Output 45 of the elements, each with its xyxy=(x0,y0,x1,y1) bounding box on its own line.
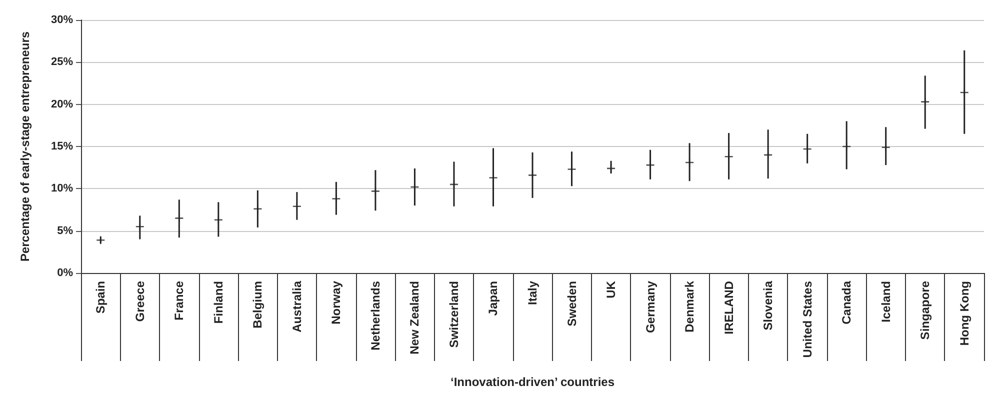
y-tick-label: 15% xyxy=(50,140,74,152)
x-tick-label: Australia xyxy=(290,280,304,332)
x-tick-label: Japan xyxy=(486,281,500,316)
y-tick-label: 20% xyxy=(50,98,74,110)
x-tick-label: Norway xyxy=(329,280,344,324)
x-tick-label: United States xyxy=(800,280,814,358)
x-tick-label: Spain xyxy=(94,281,108,314)
x-tick-label: Sweden xyxy=(564,281,579,326)
point xyxy=(214,216,222,224)
point xyxy=(371,187,380,196)
y-tick-label: 30% xyxy=(50,14,74,26)
x-tick-label: Switzerland xyxy=(446,281,461,348)
x-tick-label: Hong Kong xyxy=(957,281,972,346)
point xyxy=(292,202,301,210)
y-tick-label: 10% xyxy=(50,182,74,195)
point xyxy=(410,182,419,191)
x-tick-label: Slovenia xyxy=(761,280,776,330)
x-tick-label: Belgium xyxy=(250,281,265,328)
x-tick-label: Greece xyxy=(132,280,147,322)
x-tick-label: Finland xyxy=(211,281,226,324)
point xyxy=(724,152,733,161)
x-tick-label: UK xyxy=(604,280,618,298)
point xyxy=(332,194,340,203)
point xyxy=(175,214,184,222)
point xyxy=(96,236,105,244)
x-tick-label: Iceland xyxy=(878,281,893,322)
point xyxy=(646,161,654,170)
x-tick-label: Canada xyxy=(840,280,854,324)
x-tick-label: France xyxy=(172,280,186,320)
x-tick-label: Germany xyxy=(643,280,658,334)
point xyxy=(528,171,536,180)
y-tick-label: 5% xyxy=(57,224,74,237)
x-tick-label: Italy xyxy=(526,280,540,306)
x-tick-label: Denmark xyxy=(682,280,697,332)
x-tick-label: IRELAND xyxy=(722,280,736,334)
y-axis-title: Percentage of early-stage entrepreneurs xyxy=(18,31,32,262)
point xyxy=(882,143,890,152)
x-tick-label: Netherlands xyxy=(368,280,382,350)
point xyxy=(136,222,144,231)
y-tick-label: 0% xyxy=(57,267,74,279)
x-axis-title: ‘Innovation-driven’ countries xyxy=(450,375,615,389)
point xyxy=(921,98,930,106)
x-tick-label: Singapore xyxy=(918,280,932,340)
y-tick-label: 25% xyxy=(50,56,74,68)
x-tick-label: New Zealand xyxy=(408,281,422,354)
